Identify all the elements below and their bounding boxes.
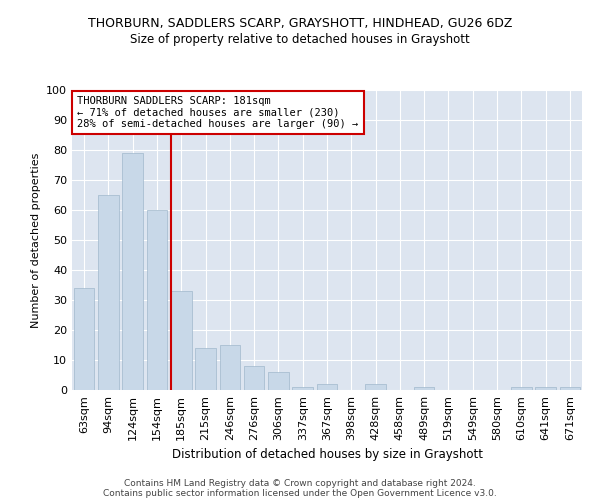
Bar	[365, 384, 386, 390]
Bar	[317, 384, 337, 390]
Bar	[74, 288, 94, 390]
Bar	[98, 195, 119, 390]
Bar	[511, 387, 532, 390]
Bar	[268, 372, 289, 390]
Text: THORBURN SADDLERS SCARP: 181sqm
← 71% of detached houses are smaller (230)
28% o: THORBURN SADDLERS SCARP: 181sqm ← 71% of…	[77, 96, 358, 129]
Bar	[560, 387, 580, 390]
Bar	[122, 153, 143, 390]
X-axis label: Distribution of detached houses by size in Grayshott: Distribution of detached houses by size …	[172, 448, 482, 462]
Y-axis label: Number of detached properties: Number of detached properties	[31, 152, 41, 328]
Bar	[220, 345, 240, 390]
Text: Contains public sector information licensed under the Open Government Licence v3: Contains public sector information licen…	[103, 488, 497, 498]
Text: Size of property relative to detached houses in Grayshott: Size of property relative to detached ho…	[130, 32, 470, 46]
Bar	[171, 291, 191, 390]
Text: Contains HM Land Registry data © Crown copyright and database right 2024.: Contains HM Land Registry data © Crown c…	[124, 478, 476, 488]
Bar	[535, 387, 556, 390]
Bar	[146, 210, 167, 390]
Bar	[195, 348, 216, 390]
Bar	[244, 366, 265, 390]
Bar	[292, 387, 313, 390]
Text: THORBURN, SADDLERS SCARP, GRAYSHOTT, HINDHEAD, GU26 6DZ: THORBURN, SADDLERS SCARP, GRAYSHOTT, HIN…	[88, 18, 512, 30]
Bar	[414, 387, 434, 390]
